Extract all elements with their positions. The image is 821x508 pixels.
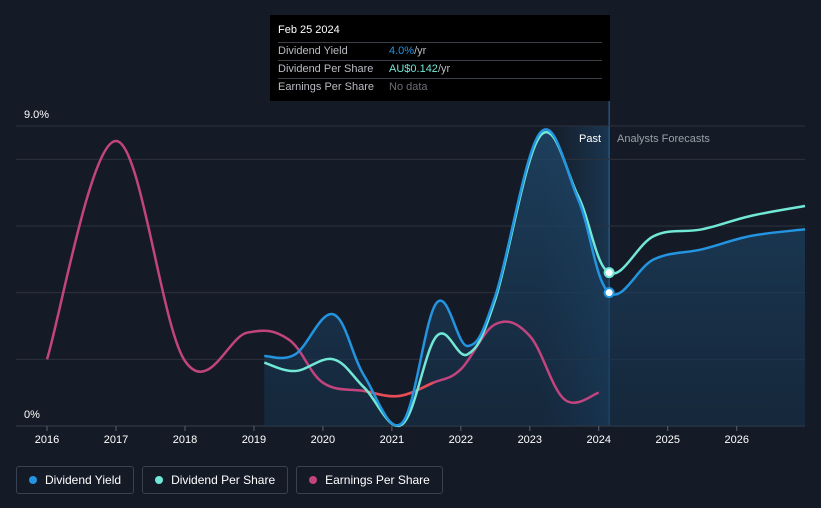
chart-canvas: 2016 2017 2018 2019 2020 2021 2022 2023 2024 2025… <box>16 100 806 446</box>
tooltip-row-earnings-per-share: Earnings Per Share No data <box>278 78 602 96</box>
dividend-yield-marker <box>603 287 615 299</box>
legend-item-dividend-yield[interactable]: Dividend Yield <box>16 466 135 494</box>
tooltip-unit: /yr <box>437 63 451 75</box>
earnings-per-share-line <box>45 139 600 404</box>
legend-item-dividend-per-share[interactable]: Dividend Per Share <box>142 466 289 494</box>
legend-label: Earnings Per Share <box>325 473 430 487</box>
x-tick-label: 2022 <box>449 434 473 446</box>
tooltip-unit: /yr <box>414 45 427 57</box>
legend-label: Dividend Per Share <box>171 473 276 487</box>
x-tick-label: 2020 <box>311 434 335 446</box>
tooltip-row-dividend-yield: Dividend Yield 4.0% /yr <box>278 42 602 60</box>
series-lines <box>45 128 806 428</box>
x-tick-label: 2026 <box>724 434 748 446</box>
earnings-per-share-dot-icon <box>309 476 318 484</box>
series-areas <box>264 129 805 426</box>
y-axis-label-max: 9.0% <box>24 109 49 121</box>
x-tick-label: 2017 <box>104 434 128 446</box>
tooltip-label: Dividend Per Share <box>278 63 374 75</box>
tooltip-label: Dividend Yield <box>278 45 348 57</box>
x-tick-label: 2021 <box>380 434 404 446</box>
hover-tooltip: Feb 25 2024 Dividend Yield 4.0% /yr Divi… <box>270 15 610 101</box>
forecast-region-label: Analysts Forecasts <box>617 133 710 145</box>
x-tick-label: 2016 <box>35 434 59 446</box>
x-tick-label: 2024 <box>587 434 611 446</box>
dividend-yield-area <box>264 129 805 426</box>
x-axis: 2016 2017 2018 2019 2020 2021 2022 2023 2024 2025… <box>35 426 749 446</box>
tooltip-value: 4.0% <box>389 45 415 57</box>
legend-item-earnings-per-share[interactable]: Earnings Per Share <box>296 466 443 494</box>
past-region-label: Past <box>579 133 601 145</box>
x-tick-label: 2018 <box>173 434 197 446</box>
x-tick-label: 2019 <box>242 434 266 446</box>
x-tick-label: 2025 <box>656 434 680 446</box>
legend-label: Dividend Yield <box>45 473 122 487</box>
tooltip-value: No data <box>389 81 428 93</box>
dividend-per-share-dot-icon <box>155 476 164 484</box>
dividend-yield-line <box>264 128 806 427</box>
tooltip-date: Feb 25 2024 <box>278 24 340 36</box>
dividend-per-share-marker <box>603 267 615 279</box>
y-axis-label-zero: 0% <box>24 409 40 421</box>
chart-legend: Dividend Yield Dividend Per Share Earnin… <box>16 466 443 494</box>
highlight-markers <box>603 267 615 299</box>
x-tick-label: 2023 <box>518 434 542 446</box>
tooltip-label: Earnings Per Share <box>278 81 374 93</box>
tooltip-value: AU$0.142 <box>389 63 438 75</box>
dividend-yield-dot-icon <box>29 476 37 484</box>
tooltip-row-dividend-per-share: Dividend Per Share AU$0.142 /yr <box>278 60 602 78</box>
